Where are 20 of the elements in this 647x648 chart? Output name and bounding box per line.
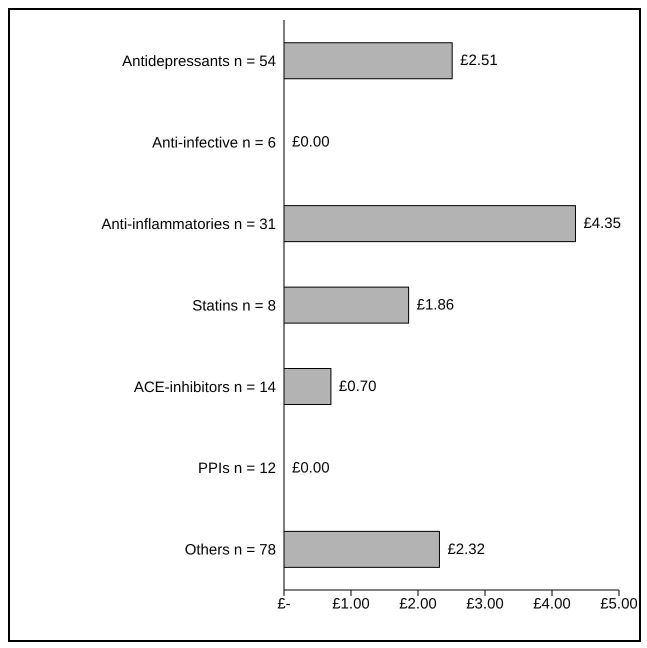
data-label: £0.00 [292, 459, 330, 476]
y-tick-label: Others n = 78 [184, 542, 276, 559]
y-tick-label: ACE-inhibitors n = 14 [134, 378, 276, 396]
x-tick-label: £3.00 [466, 596, 504, 613]
x-tick-label: £- [277, 596, 291, 613]
data-label: £0.00 [292, 134, 330, 151]
y-tick-label: Statins n = 8 [192, 297, 276, 314]
x-tick-label: £5.00 [600, 596, 638, 613]
y-tick-label: Antidepressants n = 54 [122, 53, 276, 70]
data-label: £1.86 [416, 296, 454, 314]
y-tick-label: Anti-infective n = 6 [152, 134, 276, 152]
x-tick-label: £2.00 [399, 596, 437, 613]
data-label: £2.51 [460, 52, 498, 70]
y-tick-label: PPIs n = 12 [198, 460, 276, 478]
y-tick-label: Anti-inflammatories n = 31 [101, 216, 276, 233]
data-label: £4.35 [583, 215, 621, 232]
x-tick-label: £1.00 [332, 596, 370, 613]
data-label: £0.70 [338, 378, 376, 395]
x-tick-label: £4.00 [533, 596, 571, 613]
data-label: £2.32 [447, 540, 485, 558]
